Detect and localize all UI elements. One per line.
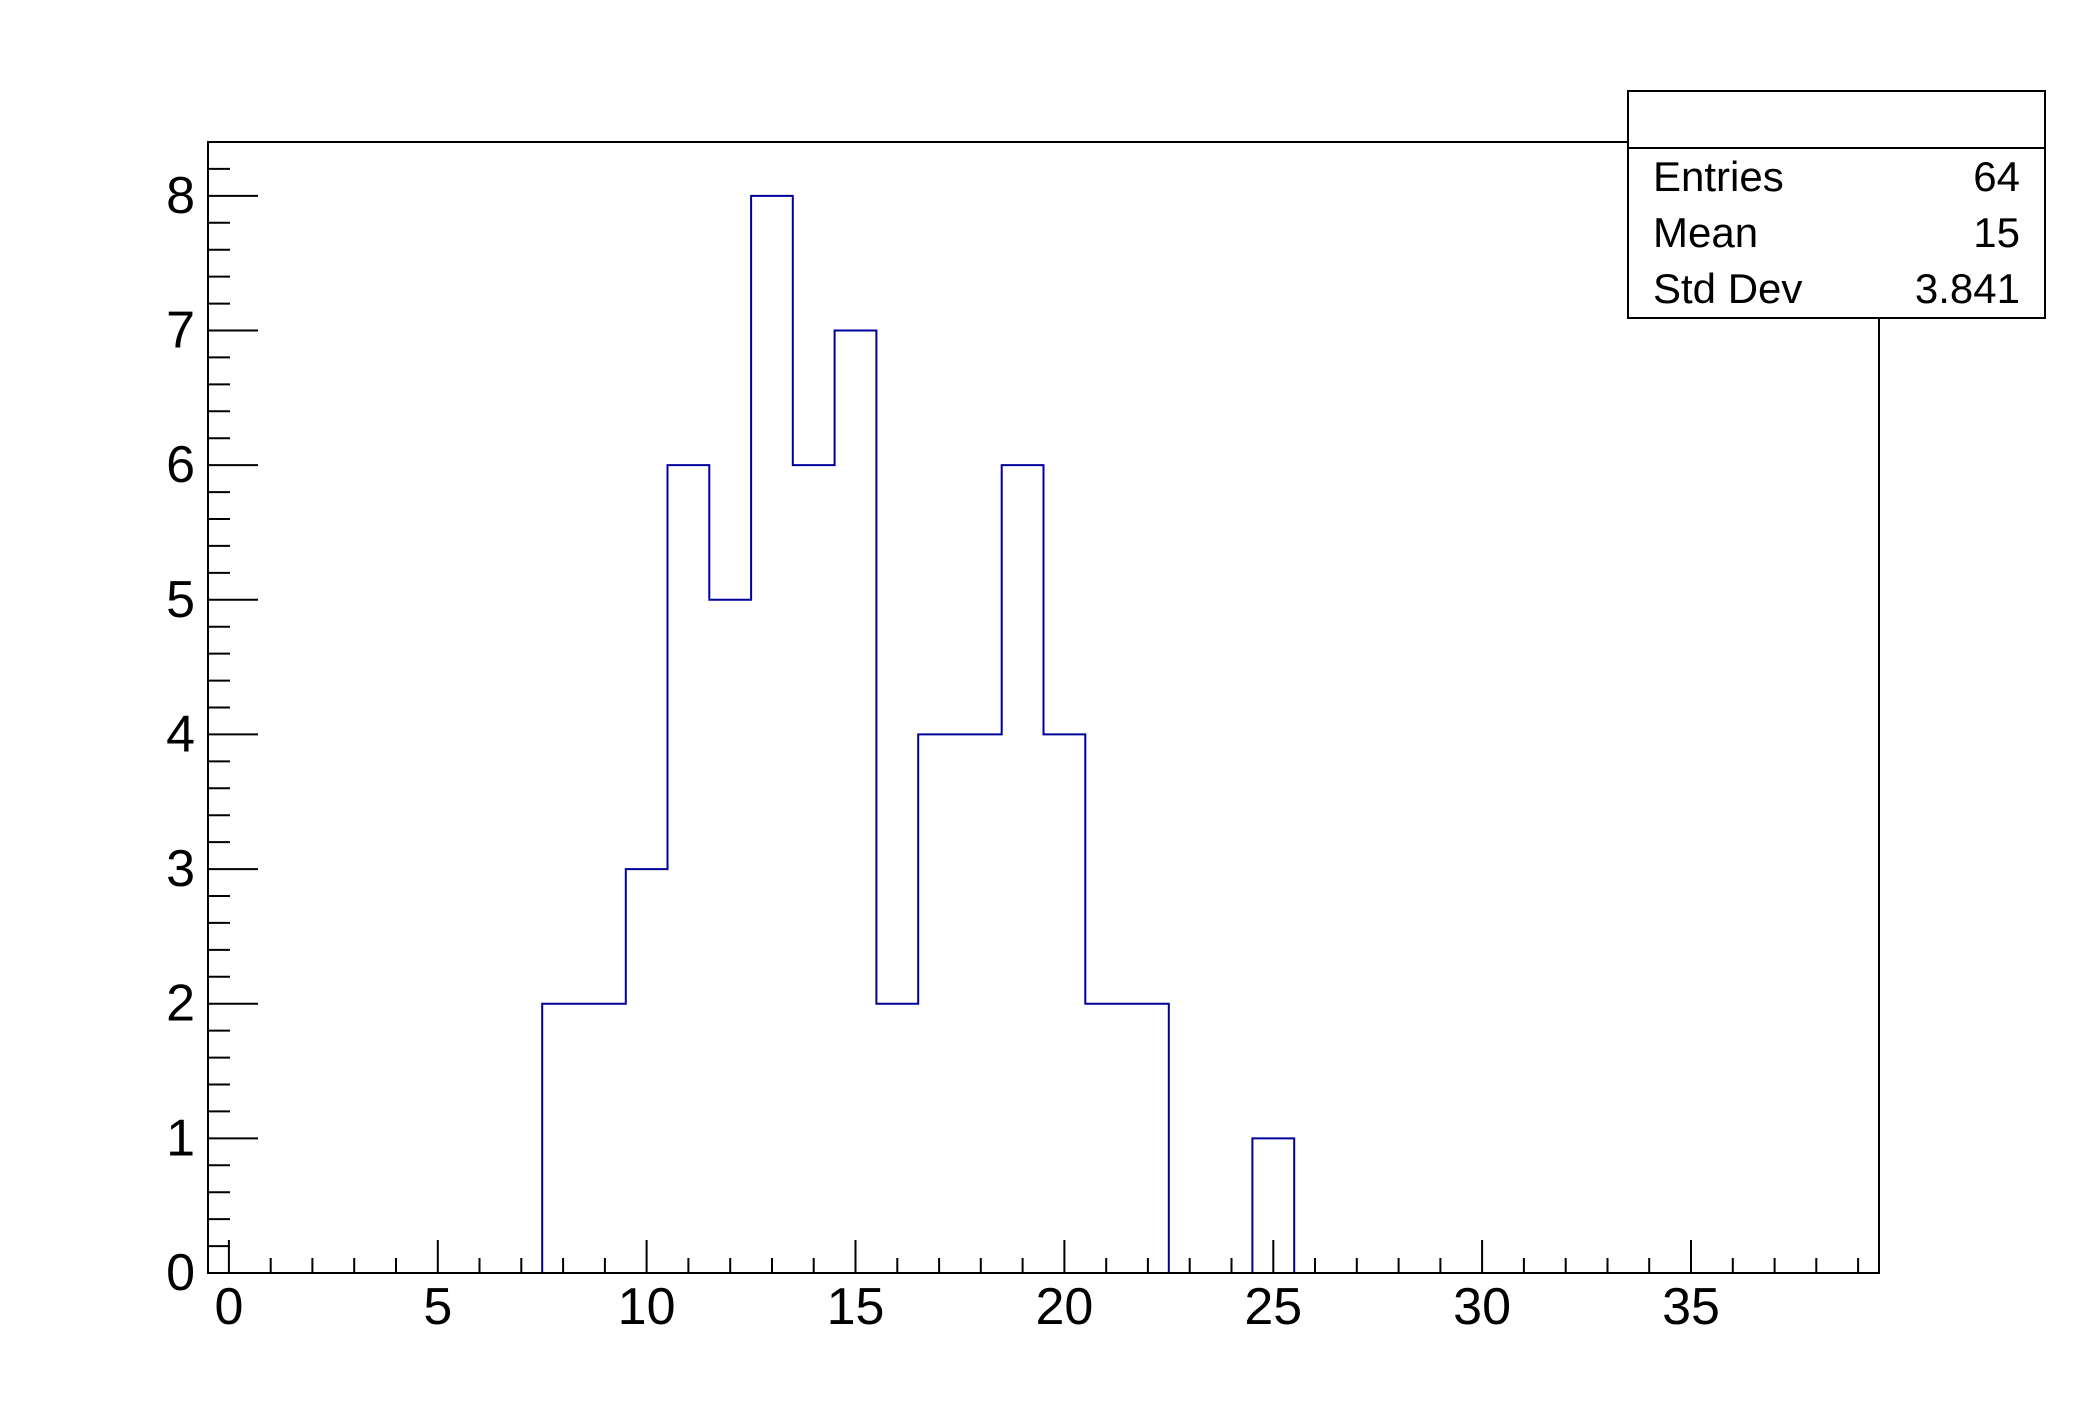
y-axis-label: 3 bbox=[166, 840, 195, 898]
y-axis-label: 2 bbox=[166, 975, 195, 1033]
y-axis-label: 1 bbox=[166, 1109, 195, 1167]
y-axis-label: 5 bbox=[166, 571, 195, 629]
stats-stddev-row: Std Dev 3.841 bbox=[1629, 261, 2044, 317]
x-axis-label: 10 bbox=[618, 1278, 676, 1336]
stats-entries-value: 64 bbox=[1973, 153, 2020, 200]
stats-mean-label: Mean bbox=[1653, 209, 1759, 256]
stats-box: Entries 64 Mean 15 Std Dev 3.841 bbox=[1627, 90, 2046, 319]
x-axis-label: 20 bbox=[1035, 1278, 1093, 1336]
y-axis-label: 7 bbox=[166, 302, 195, 360]
stats-mean-value: 15 bbox=[1973, 209, 2020, 256]
x-axis-label: 0 bbox=[214, 1278, 243, 1336]
x-axis-label: 35 bbox=[1662, 1278, 1720, 1336]
x-axis-label: 30 bbox=[1453, 1278, 1511, 1336]
stats-row-entries: Entries 64 bbox=[1629, 149, 2044, 205]
x-axis-label: 15 bbox=[827, 1278, 885, 1336]
y-axis-label: 4 bbox=[166, 705, 195, 763]
y-axis-label: 0 bbox=[166, 1244, 195, 1302]
histogram-line bbox=[208, 194, 1879, 1274]
y-axis-label: 8 bbox=[166, 167, 195, 225]
stats-row-mean: Mean 15 bbox=[1629, 205, 2044, 261]
stats-stddev-label: Std Dev bbox=[1653, 265, 1803, 312]
stats-stddev-value: 3.841 bbox=[1914, 265, 2020, 312]
stats-entries-label: Entries bbox=[1653, 153, 1784, 200]
x-axis-label: 25 bbox=[1244, 1278, 1302, 1336]
stats-box-title bbox=[1629, 92, 2044, 149]
y-axis-label: 6 bbox=[166, 436, 195, 494]
x-axis-label: 5 bbox=[423, 1278, 452, 1336]
